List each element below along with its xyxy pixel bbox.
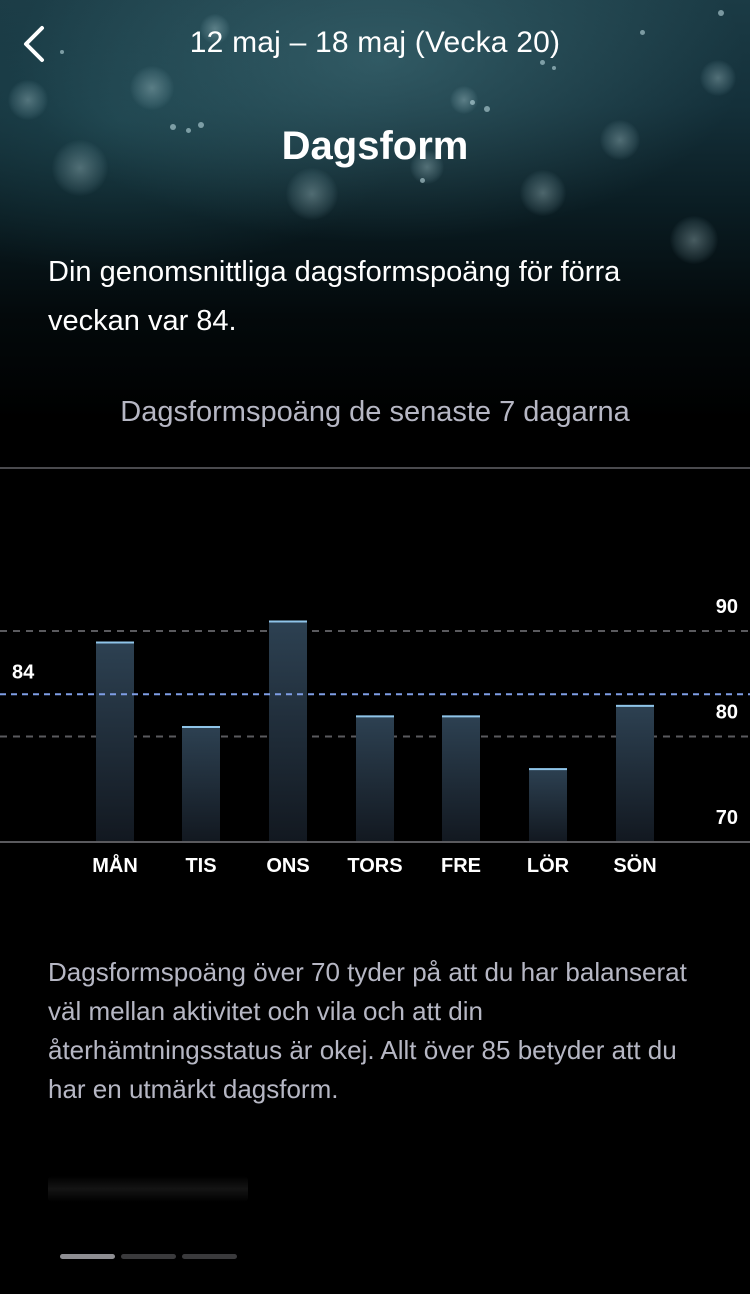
bubble (470, 100, 475, 105)
chart-title: Dagsformspoäng de senaste 7 dagarna (120, 396, 630, 428)
bubble (670, 216, 718, 264)
page-indicator-segment (60, 1254, 115, 1259)
bar-ons (269, 620, 307, 842)
bubble (484, 106, 490, 112)
bubble (700, 60, 736, 96)
x-tick-label: TORS (347, 855, 402, 877)
page-indicator-segment (121, 1254, 176, 1259)
bubble (60, 50, 64, 54)
x-tick-label: MÅN (92, 853, 138, 877)
bubble (170, 124, 176, 130)
bar-lör (529, 768, 567, 842)
y-tick-label: 70 (716, 807, 738, 829)
x-tick-label: FRE (441, 855, 481, 877)
bubble (130, 66, 174, 110)
header-title: 12 maj – 18 maj (Vecka 20) (189, 26, 561, 59)
x-tick-label: SÖN (613, 854, 656, 877)
bar-fre (442, 715, 480, 842)
x-tick-label: LÖR (527, 854, 570, 877)
description-text: Dagsformspoäng över 70 tyder på att du h… (48, 957, 687, 1104)
bubble (198, 122, 204, 128)
bar-tis (182, 725, 220, 842)
x-tick-label: TIS (185, 855, 216, 877)
bar-mån (96, 641, 134, 842)
page-title: Dagsform (281, 124, 469, 168)
faded-heading (48, 1176, 248, 1202)
y-tick-label: 90 (716, 596, 738, 618)
chart-svg: 84 90 80 70 MÅN TIS ONS TORS FRE LÖR SÖN (0, 467, 750, 877)
bubble (718, 10, 724, 16)
bubble (420, 178, 425, 183)
hero-background (0, 0, 750, 420)
bubble (52, 140, 108, 196)
bubble (540, 60, 545, 65)
bubble (200, 14, 230, 44)
summary-text: Din genomsnittliga dagsformspoäng för fö… (48, 256, 621, 337)
bubble (600, 120, 640, 160)
back-button[interactable] (14, 22, 54, 66)
bar-sön (616, 704, 654, 842)
average-label: 84 (12, 661, 35, 683)
bubble (520, 170, 566, 216)
score-chart: 84 90 80 70 MÅN TIS ONS TORS FRE LÖR SÖN (0, 466, 750, 896)
page-indicator-segment (182, 1254, 237, 1259)
bubble (410, 150, 444, 184)
chevron-left-icon (24, 26, 44, 62)
bar-tors (356, 715, 394, 842)
page-indicator (60, 1254, 237, 1259)
bubble (286, 168, 338, 220)
bubble (552, 66, 556, 70)
bubble (8, 80, 48, 120)
y-tick-label: 80 (716, 702, 738, 724)
bubble (640, 30, 645, 35)
bubble (186, 128, 191, 133)
x-tick-label: ONS (266, 855, 309, 877)
